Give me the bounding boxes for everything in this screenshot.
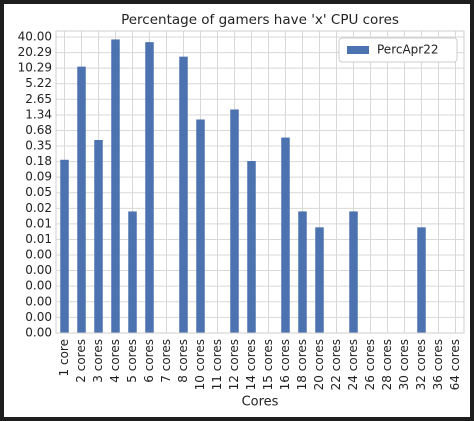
bar <box>247 161 256 333</box>
bar <box>417 227 426 333</box>
x-tick-label: 36 cores <box>431 339 445 390</box>
y-tick-label: 0.00 <box>25 294 52 308</box>
y-tick-label: 0.35 <box>25 139 52 153</box>
y-tick-label: 0.00 <box>25 326 52 340</box>
y-tick-label: 10.29 <box>18 61 52 75</box>
bar <box>281 137 290 333</box>
y-tick-label: 0.01 <box>25 232 52 246</box>
x-tick-label: 11 cores <box>210 339 224 390</box>
x-tick-label: 16 cores <box>278 339 292 390</box>
y-tick-label: 5.22 <box>25 76 52 90</box>
legend-box <box>338 37 458 63</box>
x-tick-label: 30 cores <box>397 339 411 390</box>
x-tick-label: 24 cores <box>346 339 360 390</box>
x-axis-label: Cores <box>242 395 279 410</box>
x-tick-label: 5 cores <box>125 339 139 383</box>
y-tick-label: 0.68 <box>25 123 52 137</box>
y-tick-label: 0.05 <box>25 185 52 199</box>
bar <box>196 119 205 333</box>
x-tick-label: 12 cores <box>227 339 241 390</box>
y-tick-label: 0.00 <box>25 279 52 293</box>
x-tick-label: 6 cores <box>142 339 156 383</box>
y-tick-label: 0.00 <box>25 247 52 261</box>
y-tick-label: 0.09 <box>25 170 52 184</box>
bar <box>298 211 307 333</box>
y-tick-label: 20.29 <box>18 45 52 59</box>
bar <box>94 139 103 333</box>
bar <box>60 159 69 333</box>
x-tick-label: 32 cores <box>414 339 428 390</box>
bar <box>128 211 137 333</box>
x-tick-label: 3 cores <box>91 339 105 383</box>
bar <box>315 227 324 333</box>
bar <box>111 39 120 333</box>
y-tick-label: 0.00 <box>25 310 52 324</box>
bar <box>145 42 154 333</box>
chart-title: Percentage of gamers have 'x' CPU cores <box>121 12 399 28</box>
x-tick-label: 64 cores <box>448 339 462 390</box>
x-tick-label: 10 cores <box>193 339 207 390</box>
x-tick-label: 18 cores <box>295 339 309 390</box>
y-tick-label: 0.02 <box>25 201 52 215</box>
x-tick-label: 1 core <box>57 339 71 376</box>
y-tick-label: 1.34 <box>25 107 52 121</box>
y-tick-label: 0.18 <box>25 154 52 168</box>
bar <box>349 211 358 333</box>
y-tick-label: 40.00 <box>18 30 52 44</box>
bar <box>179 56 188 333</box>
y-tick-label: 0.00 <box>25 263 52 277</box>
x-tick-label: 20 cores <box>312 339 326 390</box>
x-tick-label: 2 cores <box>74 339 88 383</box>
x-tick-label: 7 cores <box>159 339 173 383</box>
bar <box>230 109 239 333</box>
bar <box>77 66 86 333</box>
x-tick-label: 28 cores <box>380 339 394 390</box>
x-tick-label: 26 cores <box>363 339 377 390</box>
x-tick-label: 22 cores <box>329 339 343 390</box>
legend-label: PercApr22 <box>377 43 439 57</box>
x-tick-label: 8 cores <box>176 339 190 383</box>
legend-swatch <box>347 46 369 54</box>
y-tick-label: 2.65 <box>25 92 52 106</box>
plot-border <box>55 30 465 334</box>
x-tick-label: 14 cores <box>244 339 258 390</box>
x-tick-label: 15 cores <box>261 339 275 390</box>
x-tick-label: 4 cores <box>108 339 122 383</box>
y-tick-label: 0.01 <box>25 216 52 230</box>
